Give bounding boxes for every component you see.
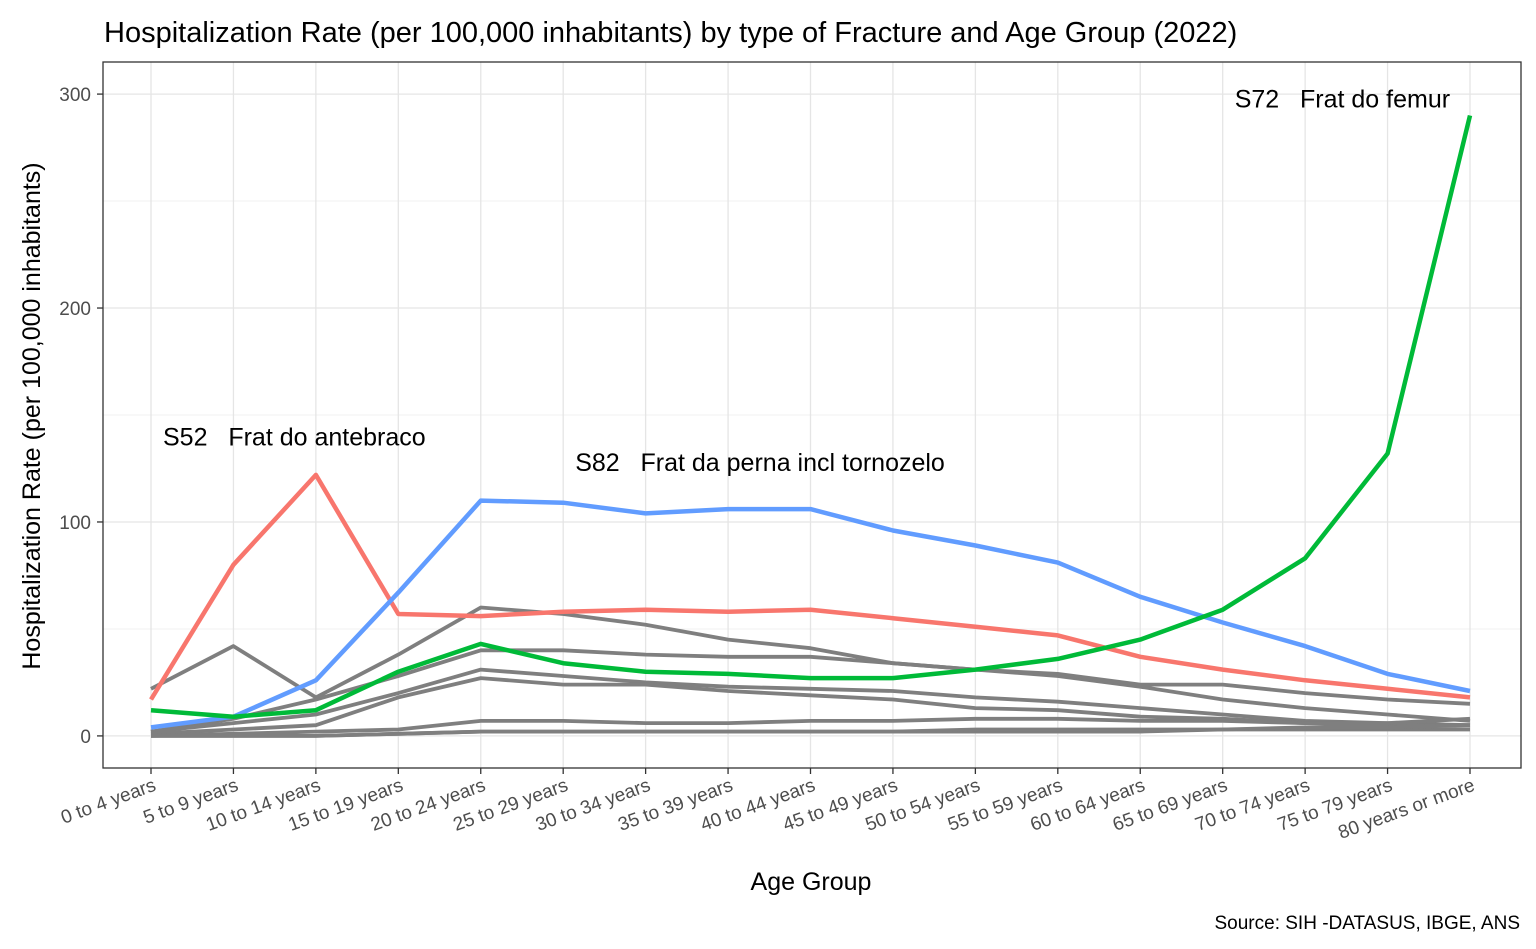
- annotation-label: S82 Frat da perna incl tornozelo: [575, 449, 945, 477]
- series-line-highlight: [150, 114, 1473, 719]
- series-line-other: [150, 605, 1471, 723]
- y-axis-title: Hospitalization Rate (per 100,000 inhabi…: [18, 162, 46, 669]
- annotation-label: S72 Frat do femur: [1235, 85, 1450, 113]
- y-axis: 0 100 200 300: [59, 85, 103, 748]
- panel-border: [102, 61, 1522, 769]
- series-line-other: [150, 667, 1471, 734]
- chart-title: Hospitalization Rate (per 100,000 inhabi…: [104, 17, 1237, 49]
- grid-major: [103, 62, 1521, 768]
- y-tick-label: 0: [80, 727, 91, 748]
- y-tick-label: 300: [59, 85, 91, 106]
- x-axis-title: Age Group: [751, 868, 872, 896]
- y-tick-label: 100: [59, 513, 91, 534]
- y-tick-label: 200: [59, 299, 91, 320]
- source-caption: Source: SIH -DATASUS, IBGE, ANS: [1215, 913, 1521, 934]
- series-line-highlight: [149, 472, 1471, 701]
- x-tick-label: 0 to 4 years: [58, 775, 158, 829]
- series-line-other: [151, 723, 1471, 738]
- series-line-other: [150, 716, 1471, 738]
- series-line-highlight: [150, 498, 1471, 730]
- grid-minor: [103, 200, 1521, 630]
- annotation-layer: S52 Frat do antebraco S82 Frat da perna i…: [163, 85, 1450, 477]
- annotation-label: S52 Frat do antebraco: [163, 423, 426, 451]
- plot-panel: S52 Frat do antebraco S82 Frat da perna i…: [102, 61, 1522, 769]
- series-layer: [149, 114, 1473, 738]
